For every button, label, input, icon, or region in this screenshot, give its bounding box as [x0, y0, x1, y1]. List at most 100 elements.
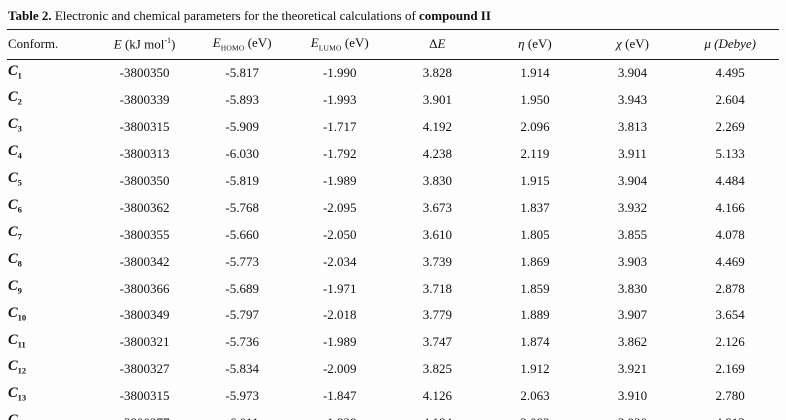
cell-chi: 3.904: [617, 65, 648, 81]
column-header-energy: E (kJ mol-1): [95, 30, 194, 60]
table-caption-compound: compound II: [419, 8, 491, 23]
header-segment: E: [113, 35, 122, 51]
conformer-glyph: C: [8, 358, 18, 375]
conformer-subscript: 10: [17, 312, 27, 323]
conformer-subscript: 4: [17, 150, 22, 161]
cell-energy: -3800355: [119, 226, 170, 242]
cell-chi: 3.904: [617, 172, 648, 188]
conformer-subscript: 12: [17, 365, 27, 376]
header-segment: E: [437, 35, 446, 51]
table-row: C9 -3800366 -5.689 -1.971 3.718 1.859 3.830 2.8…: [7, 275, 779, 302]
cell-delta-e: 3.718: [422, 280, 452, 296]
conformer-label: C6: [7, 194, 96, 221]
cell-e-lumo: -1.989: [322, 172, 357, 188]
header-segment: Δ: [429, 35, 438, 51]
table-row: C3 -3800315 -5.909 -1.717 4.192 2.096 3.813 2.2…: [7, 113, 779, 140]
cell-eta: 2.092: [486, 409, 584, 420]
cell-e-homo: -5.834: [225, 361, 259, 377]
cell-energy: -3800350: [119, 172, 170, 188]
header-segment: HOMO: [220, 43, 245, 53]
cell-e-homo: -6.030: [225, 146, 259, 162]
header-segment: ): [171, 35, 176, 51]
conformer-glyph: C: [8, 385, 18, 402]
cell-e-homo: -5.736: [225, 334, 259, 350]
header-segment: χ: [616, 35, 622, 51]
cell-energy: -3800321: [119, 334, 170, 350]
column-header-e-homo: EHOMO (eV): [193, 30, 291, 60]
conformer-glyph: C: [8, 250, 18, 267]
conformer-label: C3: [7, 113, 96, 140]
table-row: C5 -3800350 -5.819 -1.989 3.830 1.915 3.904 4.4…: [7, 167, 779, 194]
conformer-subscript: 1: [17, 70, 22, 81]
cell-energy: -3800277: [96, 409, 194, 420]
cell-mu: 5.133: [715, 146, 745, 162]
cell-mu: 2.780: [715, 388, 745, 404]
conformer-subscript: 2: [17, 97, 22, 108]
cell-e-lumo: -1.989: [322, 334, 357, 350]
cell-energy: -3800366: [119, 280, 170, 296]
cell-e-homo: -5.768: [225, 199, 259, 215]
conformer-label: C9: [7, 275, 96, 302]
header-segment: Conform.: [8, 35, 59, 51]
cell-e-homo: -5.973: [225, 388, 259, 404]
table-caption-label: Table 2.: [8, 8, 52, 23]
cell-mu: 4.813: [681, 409, 779, 420]
cell-e-lumo: -1.990: [322, 65, 357, 81]
header-segment: E: [212, 35, 221, 50]
cell-mu: 2.126: [715, 334, 745, 350]
cell-e-lumo: -2.050: [322, 226, 357, 242]
conformer-glyph: C: [8, 197, 18, 214]
conformer-glyph: C: [8, 412, 18, 420]
conformer-label: C7: [7, 221, 96, 248]
conformer-glyph: C: [8, 62, 18, 79]
cell-eta: 1.859: [520, 280, 550, 296]
cell-mu: 2.169: [715, 361, 745, 377]
conformer-subscript: 8: [17, 258, 22, 269]
table-row: C8 -3800342 -5.773 -2.034 3.739 1.869 3.903 4.4…: [7, 248, 779, 275]
cell-eta: 1.912: [520, 361, 550, 377]
conformer-label: C2: [7, 86, 96, 113]
table-row: C14-3800277-6.011-1.8284.1842.0923.9204.…: [7, 409, 779, 420]
cell-chi: 3.920: [584, 409, 682, 420]
cell-chi: 3.907: [617, 307, 648, 323]
table-row: C11 -3800321 -5.736 -1.989 3.747 1.874 3.862 2.…: [7, 329, 779, 356]
cell-chi: 3.932: [617, 199, 648, 215]
conformer-glyph: C: [8, 223, 18, 240]
cell-delta-e: 4.238: [422, 146, 452, 162]
header-segment: LUMO: [318, 43, 342, 53]
cell-e-lumo: -1.717: [322, 119, 357, 135]
cell-e-lumo: -1.847: [322, 388, 357, 404]
conformer-label: C4: [7, 140, 96, 167]
conformer-subscript: 13: [17, 392, 27, 403]
cell-e-homo: -5.689: [225, 280, 259, 296]
cell-e-lumo: -2.034: [322, 253, 357, 269]
conformer-glyph: C: [8, 331, 18, 348]
conformer-glyph: C: [8, 143, 18, 160]
cell-e-homo: -6.011: [193, 409, 291, 420]
cell-chi: 3.911: [618, 146, 647, 162]
cell-eta: 1.837: [520, 199, 550, 215]
cell-chi: 3.903: [617, 253, 648, 269]
conformer-label: C12: [7, 355, 96, 382]
cell-eta: 1.869: [520, 253, 550, 269]
cell-energy: -3800327: [119, 361, 170, 377]
header-segment: (eV): [244, 35, 272, 50]
conformer-subscript: 9: [17, 285, 22, 296]
column-header-e-lumo: ELUMO (eV): [290, 30, 389, 60]
conformer-label: C8: [7, 248, 96, 275]
cell-mu: 4.484: [715, 172, 745, 188]
conformer-label: C11: [7, 329, 96, 356]
conformer-subscript: 7: [17, 231, 22, 242]
header-segment: μ (Debye): [704, 35, 756, 51]
cell-chi: 3.813: [617, 119, 648, 135]
conformer-subscript: 5: [17, 177, 22, 188]
cell-chi: 3.921: [617, 361, 648, 377]
cell-mu: 4.469: [715, 253, 745, 269]
table-row: C6 -3800362 -5.768 -2.095 3.673 1.837 3.932 4.1…: [7, 194, 779, 221]
header-segment: E: [310, 35, 319, 50]
conformer-glyph: C: [8, 116, 18, 133]
cell-energy: -3800342: [119, 253, 170, 269]
cell-delta-e: 3.825: [422, 361, 452, 377]
conformer-glyph: C: [8, 277, 18, 294]
